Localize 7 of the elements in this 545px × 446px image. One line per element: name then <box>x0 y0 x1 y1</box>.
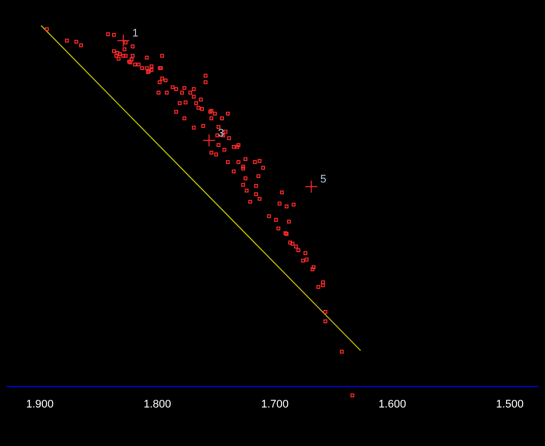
x-tick-label: 1.700 <box>261 398 289 410</box>
x-tick-label: 1.600 <box>378 398 406 410</box>
x-tick-label: 1.900 <box>26 398 54 410</box>
x-tick-label: 1.800 <box>144 398 172 410</box>
annotation: 5 <box>320 174 326 186</box>
annotation: 1 <box>132 28 138 40</box>
x-tick-label: 1.500 <box>496 398 524 410</box>
